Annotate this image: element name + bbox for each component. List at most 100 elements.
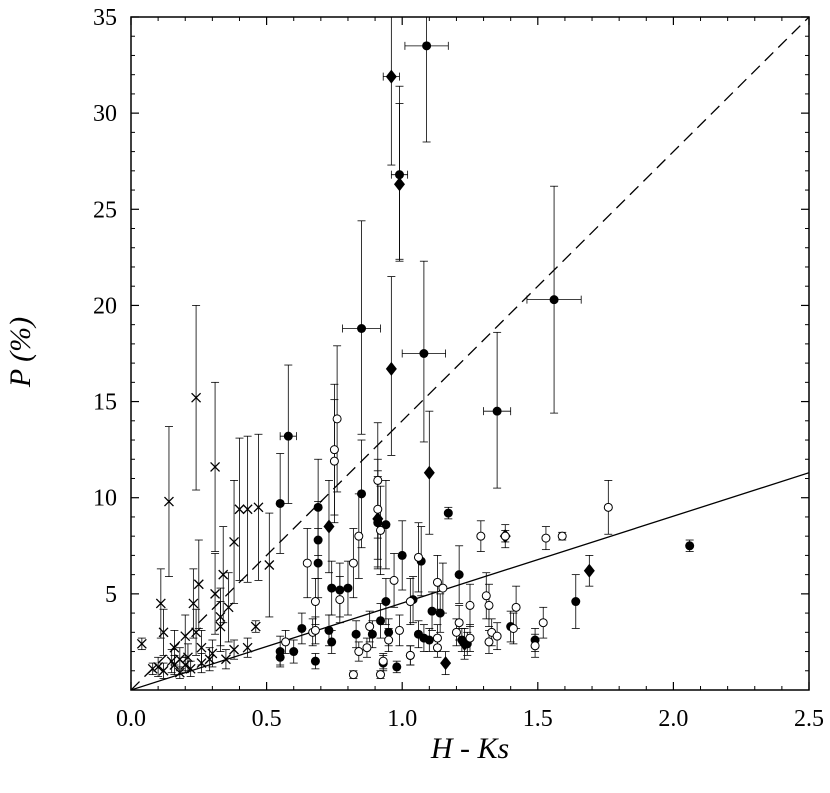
data-point-filled-circle: [283, 431, 293, 441]
data-point-x-cross: [196, 658, 207, 669]
data-point-diamond: [372, 511, 384, 526]
y-tick-label: 10: [93, 486, 117, 512]
data-point-filled-circle: [443, 508, 453, 518]
data-point-x-cross: [191, 392, 202, 403]
data-point-diamond: [393, 177, 405, 192]
data-point-open-circle: [281, 637, 291, 647]
data-point-open-circle: [432, 577, 442, 587]
reference-line-solid: [131, 472, 809, 690]
data-point-open-circle: [538, 618, 548, 628]
data-point-open-circle: [332, 414, 342, 424]
data-point-open-circle: [329, 445, 339, 455]
data-point-filled-circle: [381, 520, 391, 530]
x-tick-label: 0.0: [116, 706, 146, 732]
data-point-open-circle: [384, 635, 394, 645]
plot-frame: [130, 16, 810, 691]
data-point-filled-circle: [313, 502, 323, 512]
data-point-x-cross: [158, 627, 169, 638]
data-point-filled-circle: [397, 550, 407, 560]
data-point-open-circle: [335, 595, 345, 605]
data-point-open-circle: [454, 618, 464, 628]
data-point-x-cross: [229, 644, 240, 655]
data-point-filled-circle: [381, 597, 391, 607]
data-point-x-cross: [253, 502, 264, 513]
data-point-open-circle: [492, 631, 502, 641]
y-axis-title: P (%): [4, 317, 37, 388]
data-point-open-circle: [378, 656, 388, 666]
data-point-open-circle: [302, 558, 312, 568]
data-point-open-circle: [365, 622, 375, 632]
data-point-open-circle: [432, 633, 442, 643]
data-point-open-circle: [438, 583, 448, 593]
data-point-open-circle: [476, 531, 486, 541]
data-point-open-circle: [310, 625, 320, 635]
data-point-x-cross: [164, 496, 174, 507]
data-point-open-circle: [405, 650, 415, 660]
data-point-x-cross: [242, 642, 253, 653]
data-point-filled-circle: [343, 583, 353, 593]
data-point-x-cross: [215, 621, 226, 632]
data-point-x-cross: [188, 598, 199, 609]
data-point-x-cross: [169, 660, 180, 670]
data-point-filled-circle: [367, 629, 377, 639]
data-point-filled-circle: [492, 406, 502, 416]
y-tick-label: 20: [93, 293, 117, 319]
data-point-filled-circle: [357, 489, 367, 499]
data-point-x-cross: [210, 461, 221, 472]
data-point-filled-circle: [422, 41, 432, 51]
data-point-x-cross: [204, 654, 215, 665]
data-point-filled-circle: [571, 597, 581, 607]
y-tick-label: 15: [93, 390, 117, 416]
data-point-x-cross: [182, 652, 193, 663]
y-tick-label: 5: [105, 582, 117, 608]
data-point-diamond: [440, 656, 452, 671]
data-point-filled-circle: [324, 625, 334, 635]
data-point-x-cross: [250, 621, 261, 632]
data-point-open-circle: [329, 456, 339, 466]
x-tick-label: 0.5: [252, 706, 282, 732]
plot-inner: [131, 17, 809, 690]
data-point-open-circle: [451, 627, 461, 637]
data-point-filled-circle: [376, 616, 386, 626]
data-point-x-cross: [218, 569, 229, 580]
data-point-x-cross: [229, 536, 240, 547]
data-point-diamond: [385, 361, 397, 376]
data-point-x-cross: [234, 504, 245, 515]
data-point-filled-circle: [275, 498, 285, 508]
data-point-diamond: [323, 519, 335, 534]
data-point-open-circle: [511, 602, 521, 612]
data-point-filled-circle: [357, 324, 367, 334]
y-tick-label: 30: [93, 101, 117, 127]
data-point-x-cross: [193, 579, 204, 590]
data-point-open-circle: [465, 633, 475, 643]
data-point-filled-circle: [310, 656, 320, 666]
data-point-open-circle: [354, 647, 364, 657]
data-point-open-circle: [557, 531, 567, 541]
reference-line-dashed: [131, 17, 809, 690]
data-point-filled-circle: [289, 647, 299, 657]
data-point-open-circle: [481, 591, 491, 601]
data-point-open-circle: [530, 641, 540, 651]
data-point-filled-circle: [275, 652, 285, 662]
data-point-filled-circle: [454, 570, 464, 580]
data-point-filled-circle: [297, 623, 307, 633]
data-point-filled-circle: [549, 295, 559, 305]
x-axis-title: H - Ks: [430, 732, 509, 765]
data-point-filled-circle: [392, 662, 402, 672]
data-point-filled-circle: [685, 541, 695, 551]
data-point-x-cross: [169, 642, 180, 653]
data-point-x-cross: [242, 504, 253, 515]
data-point-open-circle: [376, 525, 386, 535]
data-point-open-circle: [541, 533, 551, 543]
data-point-filled-circle: [313, 558, 323, 568]
data-point-filled-circle: [327, 637, 337, 647]
data-point-x-cross: [207, 648, 218, 659]
data-point-x-cross: [180, 660, 191, 670]
data-point-filled-circle: [327, 583, 337, 593]
data-point-open-circle: [405, 597, 415, 607]
data-point-open-circle: [484, 600, 494, 610]
data-point-open-circle: [362, 643, 372, 653]
data-point-x-cross: [174, 667, 185, 678]
data-point-open-circle: [376, 670, 386, 680]
